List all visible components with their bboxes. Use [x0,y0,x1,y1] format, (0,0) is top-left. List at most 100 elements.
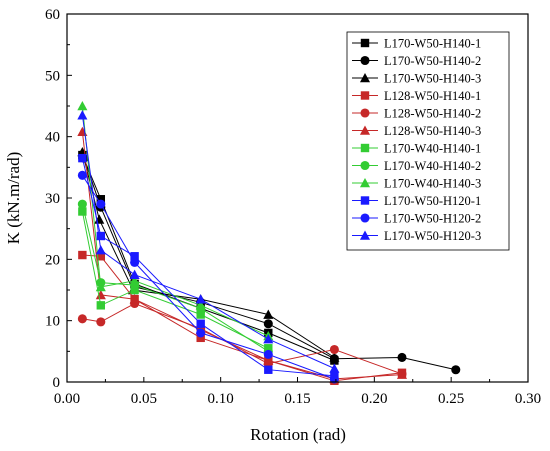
series-line [82,302,403,375]
data-point [329,344,339,355]
data-point [95,289,106,300]
legend-label: L170-W50-H140-3 [384,72,481,86]
data-point [396,369,408,379]
legend-label: L170-W50-H140-2 [384,54,481,68]
data-point [329,352,340,362]
data-point [196,333,205,343]
legend-label: L170-W40-H140-1 [384,142,481,156]
x-axis-label: Rotation (rad) [250,425,346,444]
series-7 [78,207,273,353]
data-point [263,349,273,359]
data-point [95,281,106,292]
y-tick-label: 50 [45,68,60,84]
y-tick-label: 0 [53,375,61,391]
data-point [96,252,106,261]
data-point [264,365,273,374]
data-point [77,100,88,111]
legend-marker [360,38,370,48]
data-point [263,309,274,319]
data-point [96,301,106,310]
legend-label: L170-W50-H120-3 [384,229,481,243]
series-line [81,154,335,361]
series-3 [77,146,340,362]
data-point [130,252,139,261]
data-point [130,285,139,295]
data-point [129,275,140,286]
y-axis-label: K (kN.m/rad) [4,152,23,245]
legend-marker [360,143,370,153]
data-point [196,319,205,328]
y-tick-label: 30 [45,191,60,207]
legend-item: L170-W40-H140-1 [352,142,481,156]
legend-marker [360,213,370,223]
series-line [81,203,269,352]
data-point [96,199,106,209]
data-point [196,328,206,338]
legend-item: L170-W50-H140-2 [352,54,481,68]
data-point [96,231,106,241]
legend-label: L170-W50-H140-1 [384,37,481,51]
legend-label: L170-W50-H120-1 [384,194,481,208]
legend-marker [359,125,371,135]
data-point [130,257,140,267]
data-point [78,250,87,260]
series-12 [77,110,340,373]
legend-marker [360,55,370,66]
legend-marker [360,160,370,171]
legend-label: L128-W50-H140-2 [384,107,481,121]
x-tick-label: 0.25 [438,391,464,407]
data-point [77,170,87,180]
legend-marker [360,91,370,100]
legend-marker [359,72,371,83]
x-tick-label: 0.00 [54,391,80,407]
series-11 [77,170,339,384]
series-line [81,157,335,377]
legend-item: L170-W50-H120-2 [352,212,481,226]
y-tick-label: 10 [45,314,60,330]
legend-item: L128-W50-H140-3 [352,124,481,138]
legend-marker [360,196,370,205]
data-point [77,126,88,137]
data-point [77,199,87,209]
data-point [195,294,206,304]
y-tick-label: 40 [45,130,60,146]
data-point [129,294,140,304]
data-point [78,153,87,163]
legend-label: L170-W40-H140-2 [384,159,481,173]
x-tick-label: 0.20 [361,391,387,407]
data-point [451,365,461,375]
legend-item: L170-W40-H140-2 [352,159,481,173]
data-point [263,319,273,329]
legend-label: L128-W50-H140-3 [384,124,481,138]
legend-item: L170-W50-H140-3 [352,72,481,86]
y-tick-label: 20 [45,252,60,268]
data-point [77,110,88,120]
series-5 [77,298,407,379]
x-tick-label: 0.05 [131,391,157,407]
data-point [96,317,106,327]
legend-item: L170-W40-H140-3 [352,177,481,191]
x-tick-label: 0.30 [515,391,541,407]
data-point [129,269,140,279]
data-point [263,334,274,344]
series-line [81,115,335,369]
data-point [329,374,339,384]
series-line [83,157,456,371]
legend-item: L170-W50-H140-1 [352,37,481,51]
legend-item: L128-W50-H140-1 [352,89,481,103]
data-point [263,355,274,365]
legend-marker [360,108,370,118]
data-point [329,363,340,373]
data-point [78,207,87,216]
legend-label: L170-W40-H140-3 [384,177,481,191]
data-point [196,310,205,319]
x-tick-label: 0.10 [208,391,234,407]
legend-item: L128-W50-H140-2 [352,107,481,121]
data-point [195,300,206,310]
data-point [77,314,87,324]
legend-marker [359,177,371,188]
y-tick-label: 60 [45,7,60,23]
x-tick-label: 0.15 [284,391,310,407]
series-line [81,175,335,380]
